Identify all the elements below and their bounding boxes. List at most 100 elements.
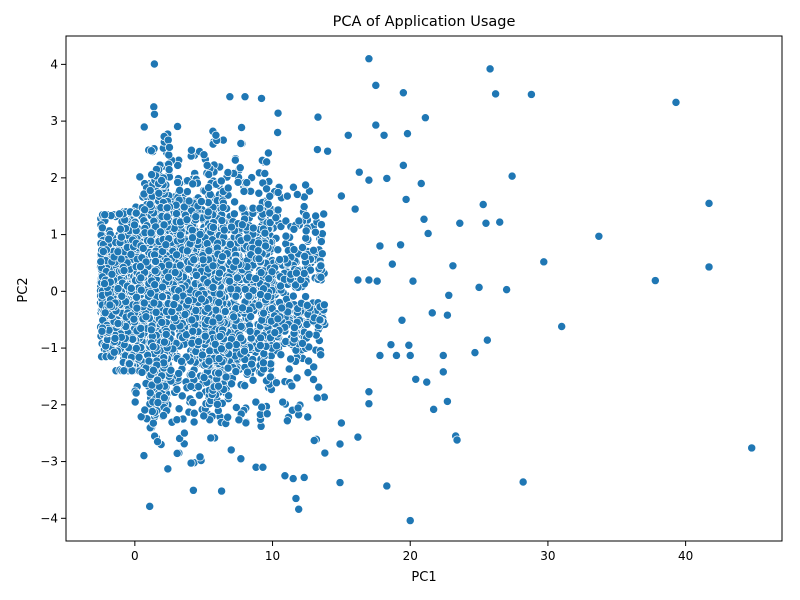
data-point bbox=[403, 129, 412, 139]
data-point bbox=[110, 333, 120, 343]
data-point bbox=[278, 397, 288, 407]
data-point bbox=[429, 404, 439, 414]
data-point bbox=[315, 315, 325, 325]
data-point bbox=[251, 274, 261, 284]
data-point bbox=[353, 432, 363, 442]
data-point bbox=[208, 222, 218, 232]
data-point bbox=[175, 185, 185, 195]
data-point bbox=[113, 318, 123, 328]
data-point bbox=[257, 402, 267, 412]
data-point bbox=[145, 186, 155, 195]
data-point bbox=[292, 373, 302, 383]
data-point bbox=[145, 501, 155, 511]
data-point bbox=[256, 268, 266, 278]
y-tick-label: 3 bbox=[50, 114, 58, 128]
data-point bbox=[232, 273, 242, 283]
data-point bbox=[311, 211, 321, 221]
data-point bbox=[128, 334, 138, 344]
data-point bbox=[191, 212, 201, 222]
y-tick-label: 2 bbox=[50, 171, 58, 185]
data-point bbox=[214, 354, 224, 364]
data-point bbox=[495, 217, 505, 227]
data-point bbox=[114, 209, 124, 219]
data-point bbox=[157, 317, 167, 327]
data-point bbox=[364, 175, 374, 185]
data-point bbox=[304, 356, 314, 366]
data-point bbox=[216, 176, 226, 186]
data-point bbox=[237, 123, 247, 132]
data-point bbox=[186, 145, 196, 155]
data-point bbox=[208, 317, 218, 327]
data-point bbox=[146, 236, 156, 246]
data-point bbox=[482, 335, 492, 345]
data-point bbox=[131, 343, 141, 353]
data-point bbox=[316, 272, 326, 282]
data-point bbox=[319, 209, 329, 219]
data-point bbox=[419, 214, 429, 224]
data-point bbox=[141, 312, 151, 322]
data-point bbox=[231, 291, 241, 301]
data-point bbox=[223, 412, 233, 422]
data-point bbox=[246, 312, 256, 322]
y-axis-label: PC2 bbox=[16, 277, 31, 302]
data-point bbox=[179, 428, 189, 438]
data-point bbox=[163, 135, 173, 145]
data-point bbox=[146, 146, 156, 156]
data-point bbox=[186, 458, 196, 468]
data-point bbox=[262, 184, 272, 194]
data-point bbox=[226, 284, 236, 294]
data-point bbox=[264, 274, 274, 284]
data-point bbox=[485, 64, 495, 74]
data-point bbox=[276, 281, 285, 291]
data-point bbox=[186, 381, 196, 391]
data-point bbox=[189, 417, 199, 427]
data-point bbox=[236, 321, 246, 331]
data-point bbox=[172, 415, 182, 425]
data-point bbox=[404, 340, 414, 350]
data-point bbox=[301, 211, 311, 220]
data-points bbox=[95, 54, 757, 526]
data-point bbox=[316, 237, 326, 247]
data-point bbox=[172, 250, 182, 260]
data-point bbox=[159, 337, 169, 347]
data-point bbox=[175, 260, 185, 270]
data-point bbox=[256, 289, 265, 299]
data-point bbox=[164, 165, 174, 175]
data-point bbox=[292, 189, 302, 199]
data-point bbox=[155, 227, 165, 237]
data-point bbox=[299, 268, 309, 278]
data-point bbox=[199, 373, 209, 383]
data-point bbox=[197, 294, 207, 304]
y-tick-label: −3 bbox=[40, 455, 58, 469]
data-point bbox=[225, 276, 235, 286]
data-point bbox=[187, 225, 197, 235]
data-point bbox=[217, 486, 227, 496]
x-tick-label: 0 bbox=[131, 549, 139, 563]
data-point bbox=[192, 270, 201, 280]
data-point bbox=[151, 307, 161, 317]
data-point bbox=[299, 472, 309, 482]
data-point bbox=[312, 145, 322, 155]
data-point bbox=[260, 168, 270, 178]
data-point bbox=[364, 54, 374, 64]
data-point bbox=[401, 194, 411, 204]
data-point bbox=[255, 340, 265, 350]
data-point bbox=[109, 347, 119, 357]
chart-title: PCA of Application Usage bbox=[333, 14, 516, 30]
data-point bbox=[234, 415, 244, 425]
data-point bbox=[227, 379, 237, 389]
data-point bbox=[204, 183, 213, 193]
data-point bbox=[236, 333, 246, 343]
data-point bbox=[248, 223, 258, 233]
data-point bbox=[317, 249, 327, 259]
data-point bbox=[386, 340, 396, 350]
data-point bbox=[188, 233, 198, 243]
data-point bbox=[187, 315, 197, 325]
data-point bbox=[164, 272, 173, 282]
data-point bbox=[203, 303, 213, 313]
data-point bbox=[294, 504, 304, 514]
data-point bbox=[162, 203, 172, 213]
y-tick-label: −4 bbox=[40, 511, 58, 525]
data-point bbox=[145, 388, 155, 398]
data-point bbox=[263, 148, 273, 158]
